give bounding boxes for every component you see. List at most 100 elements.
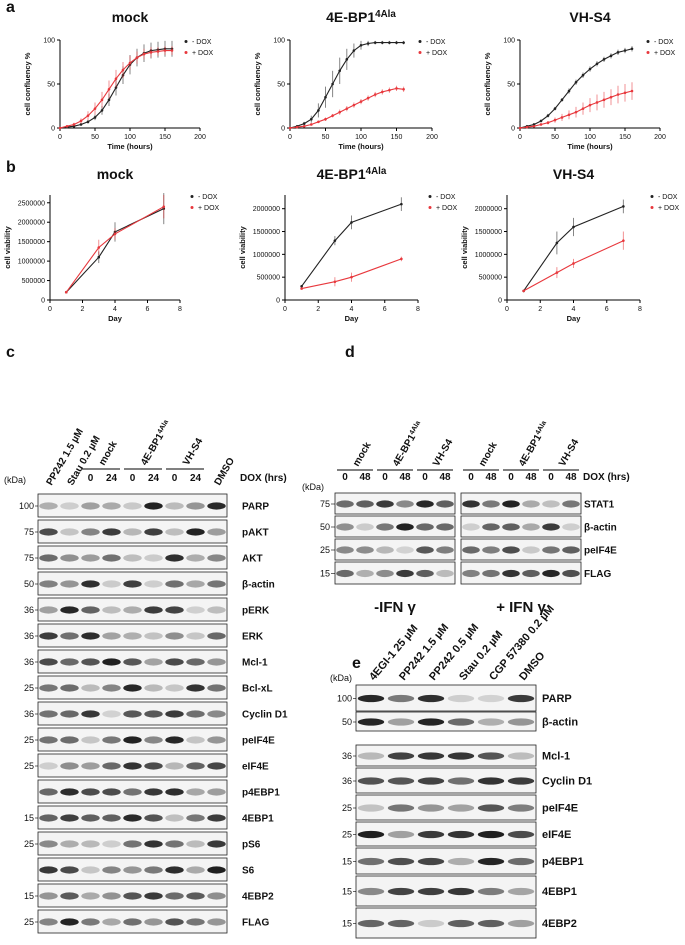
band: [207, 840, 226, 848]
data-point: [317, 120, 320, 124]
band: [477, 694, 505, 703]
data-point: [595, 62, 599, 66]
y-tick-label: 2500000: [18, 200, 45, 207]
band: [39, 918, 58, 926]
data-point: [107, 98, 111, 102]
band: [81, 736, 100, 744]
data-point: [388, 41, 391, 44]
band: [357, 694, 385, 703]
x-tick-label: 200: [426, 134, 438, 141]
data-point: [402, 41, 405, 44]
protein-label: peIF4E: [542, 803, 578, 815]
data-point: [539, 119, 543, 123]
data-point: [142, 52, 146, 56]
band: [356, 500, 374, 508]
y-axis-label: cell viability: [460, 225, 469, 268]
band: [417, 919, 445, 928]
y-axis-label: cell confluency %: [23, 52, 32, 115]
data-point: [595, 101, 599, 104]
band: [447, 694, 475, 703]
data-point: [300, 285, 303, 288]
band: [186, 684, 205, 692]
band: [562, 546, 580, 554]
band: [357, 857, 385, 866]
data-point: [302, 122, 306, 125]
band: [165, 814, 184, 822]
band: [447, 919, 475, 928]
kda-marker: 25: [24, 735, 34, 745]
kda-marker: 25: [24, 683, 34, 693]
panel-label: d: [345, 344, 355, 361]
band: [144, 658, 163, 666]
band: [186, 736, 205, 744]
band: [447, 718, 475, 726]
blot-strip: [37, 623, 228, 648]
band: [207, 736, 226, 744]
protein-label: PARP: [242, 502, 269, 513]
band: [123, 632, 142, 640]
y-tick-label: 50: [507, 82, 515, 89]
treatment-label: DMSO: [517, 650, 548, 683]
band: [144, 528, 163, 536]
legend-marker: [418, 40, 422, 43]
band: [356, 523, 374, 531]
data-point: [373, 41, 377, 44]
band: [165, 606, 184, 614]
band: [447, 752, 475, 760]
band: [447, 777, 475, 785]
data-point: [86, 120, 90, 124]
kda-marker: 15: [320, 569, 330, 579]
y-tick-label: 0: [41, 298, 45, 305]
band: [357, 887, 385, 896]
band: [542, 523, 560, 531]
x-tick-label: 0: [48, 306, 52, 313]
data-point: [525, 125, 529, 129]
data-point: [310, 123, 313, 126]
y-tick-label: 2000000: [18, 220, 45, 227]
panel-label: a: [6, 0, 15, 16]
blot-strip: [334, 538, 456, 561]
treatment-label-text: 4E-BP1: [391, 432, 418, 468]
protein-label: Cyclin D1: [542, 776, 592, 788]
data-point: [574, 110, 578, 114]
band: [507, 694, 535, 703]
data-point: [107, 87, 111, 91]
kda-label: (kDa): [330, 673, 352, 683]
band: [477, 752, 505, 760]
y-tick-label: 1000000: [18, 259, 45, 266]
time-label: 0: [382, 472, 388, 483]
band: [396, 569, 414, 578]
protein-label: Bcl-xL: [242, 684, 273, 695]
data-point: [72, 123, 76, 126]
chart-title: VH-S4: [569, 9, 610, 25]
band: [81, 554, 100, 562]
data-point: [609, 54, 613, 58]
kda-marker: 100: [337, 694, 352, 704]
x-axis-label: Day: [108, 314, 123, 323]
x-tick-label: 50: [551, 134, 559, 141]
data-point: [623, 91, 627, 95]
kda-marker: 25: [24, 917, 34, 927]
band: [562, 523, 580, 531]
x-axis-label: Day: [345, 314, 360, 323]
band: [507, 830, 535, 839]
legend-label: - DOX: [192, 39, 212, 46]
band: [186, 840, 205, 848]
blot-strip: [334, 561, 456, 585]
band: [507, 777, 535, 785]
band: [81, 632, 100, 640]
blot-strip: [355, 847, 537, 875]
y-tick-label: 1000000: [475, 252, 502, 259]
data-point: [333, 280, 337, 284]
band: [207, 814, 226, 822]
band: [447, 804, 475, 812]
x-tick-label: 0: [283, 306, 287, 313]
kda-marker: 75: [24, 527, 34, 537]
y-axis-label: cell confluency %: [253, 52, 262, 115]
chart-title: mock: [97, 166, 134, 182]
condition-label: -IFN γ: [374, 599, 416, 616]
band: [165, 554, 184, 562]
band: [207, 502, 226, 510]
x-tick-label: 2: [81, 306, 85, 313]
data-point: [331, 82, 334, 86]
